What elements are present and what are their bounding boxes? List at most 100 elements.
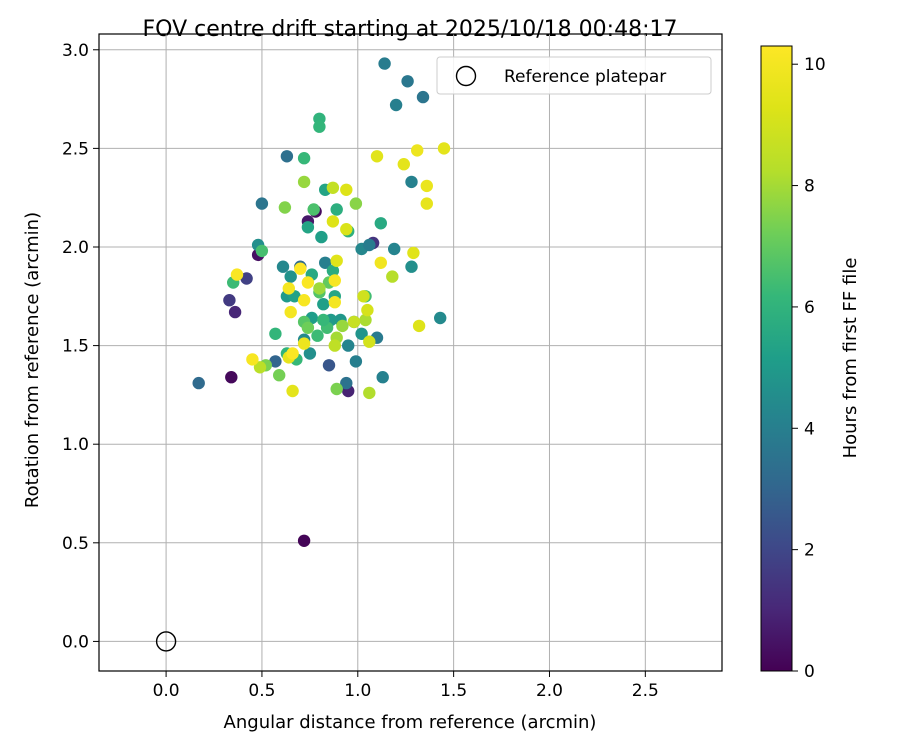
data-point [355,327,368,340]
colorbar [760,45,793,672]
reference-platepar-point [155,631,177,652]
data-point [307,203,320,216]
data-point [349,355,363,368]
data-point [386,270,399,283]
data-point [347,315,361,329]
data-point [412,319,426,333]
data-point [273,369,286,382]
legend-box [436,56,712,95]
reference-marker [155,631,177,652]
data-point [313,120,326,133]
data-point [328,274,341,287]
data-point [434,311,447,325]
data-point [340,183,353,196]
data-point [269,355,282,368]
y-tick-label: 3.0 [62,41,89,61]
data-point [240,272,253,285]
data-point [405,175,418,189]
data-point [297,534,311,547]
data-point [328,296,341,309]
data-point [361,303,374,317]
colorbar-tick-label: 2 [804,541,815,561]
y-tick-label: 1.5 [62,337,89,357]
data-point [326,215,340,228]
chart-title: FOV centre drift starting at 2025/10/18 … [143,17,678,42]
data-point [311,329,324,342]
data-point [363,238,376,252]
data-point [253,361,267,374]
x-axis-ticks: 0.0 0.5 1.0 1.5 2.0 2.5 [153,671,659,701]
data-point [330,203,343,216]
y-tick-label: 0.5 [62,534,89,554]
data-point [378,57,391,70]
data-point [317,313,330,327]
data-point [301,321,315,334]
data-point [363,335,376,348]
grid-lines [99,34,722,671]
data-point [280,150,294,163]
data-point [405,260,418,273]
data-point [315,230,328,244]
data-point [278,201,292,214]
data-point [230,268,244,281]
y-tick-label: 2.0 [62,238,89,258]
data-point [420,179,433,193]
y-axis-label: Rotation from reference (arcmin) [22,212,43,508]
data-point [388,242,401,256]
data-point [411,144,424,157]
data-point [282,282,295,295]
data-point [330,382,343,396]
colorbar-tick-label: 4 [804,419,815,439]
data-point [328,339,341,352]
data-point [301,276,315,289]
data-point [322,359,336,372]
data-point [246,353,259,366]
data-point [297,175,311,189]
data-point [401,75,414,88]
data-point [389,98,403,112]
y-tick-label: 1.0 [62,435,89,455]
data-point [301,221,315,234]
data-point [374,217,387,230]
colorbar-label: Hours from first FF file [840,258,861,459]
colorbar-tick-label: 6 [804,298,815,318]
y-axis-ticks: 0.0 0.5 1.0 1.5 2.0 2.5 3.0 [62,41,99,652]
data-point [317,298,330,311]
data-point [286,384,299,398]
data-point [376,371,389,384]
data-point [342,339,355,352]
x-tick-label: 2.5 [632,681,659,701]
data-point [336,319,349,333]
data-point [420,197,433,210]
data-point [416,90,430,104]
colorbar-tick-label: 8 [804,177,815,197]
data-point [359,313,372,327]
data-point [223,294,236,307]
data-point [276,260,290,273]
data-point [319,256,332,269]
data-point [255,197,269,210]
x-tick-label: 2.0 [536,681,563,701]
data-point [313,282,326,295]
data-point [340,376,353,390]
x-tick-label: 1.0 [344,681,371,701]
plot-area-frame [98,33,723,672]
data-point [286,347,299,360]
data-point [370,150,384,163]
data-point [349,197,363,210]
data-point [330,254,343,267]
data-point [326,264,340,277]
x-tick-label: 0.0 [153,681,180,701]
data-point [294,262,307,275]
data-point [269,327,282,340]
x-tick-label: 0.5 [248,681,275,701]
colorbar-ticks: 0 2 4 6 8 10 [792,55,826,682]
legend: Reference platepar [436,56,712,95]
data-point [297,152,311,165]
y-tick-label: 2.5 [62,139,89,159]
y-tick-label: 0.0 [62,632,89,652]
data-point [284,270,297,283]
data-point [303,347,317,360]
data-point [357,290,370,303]
